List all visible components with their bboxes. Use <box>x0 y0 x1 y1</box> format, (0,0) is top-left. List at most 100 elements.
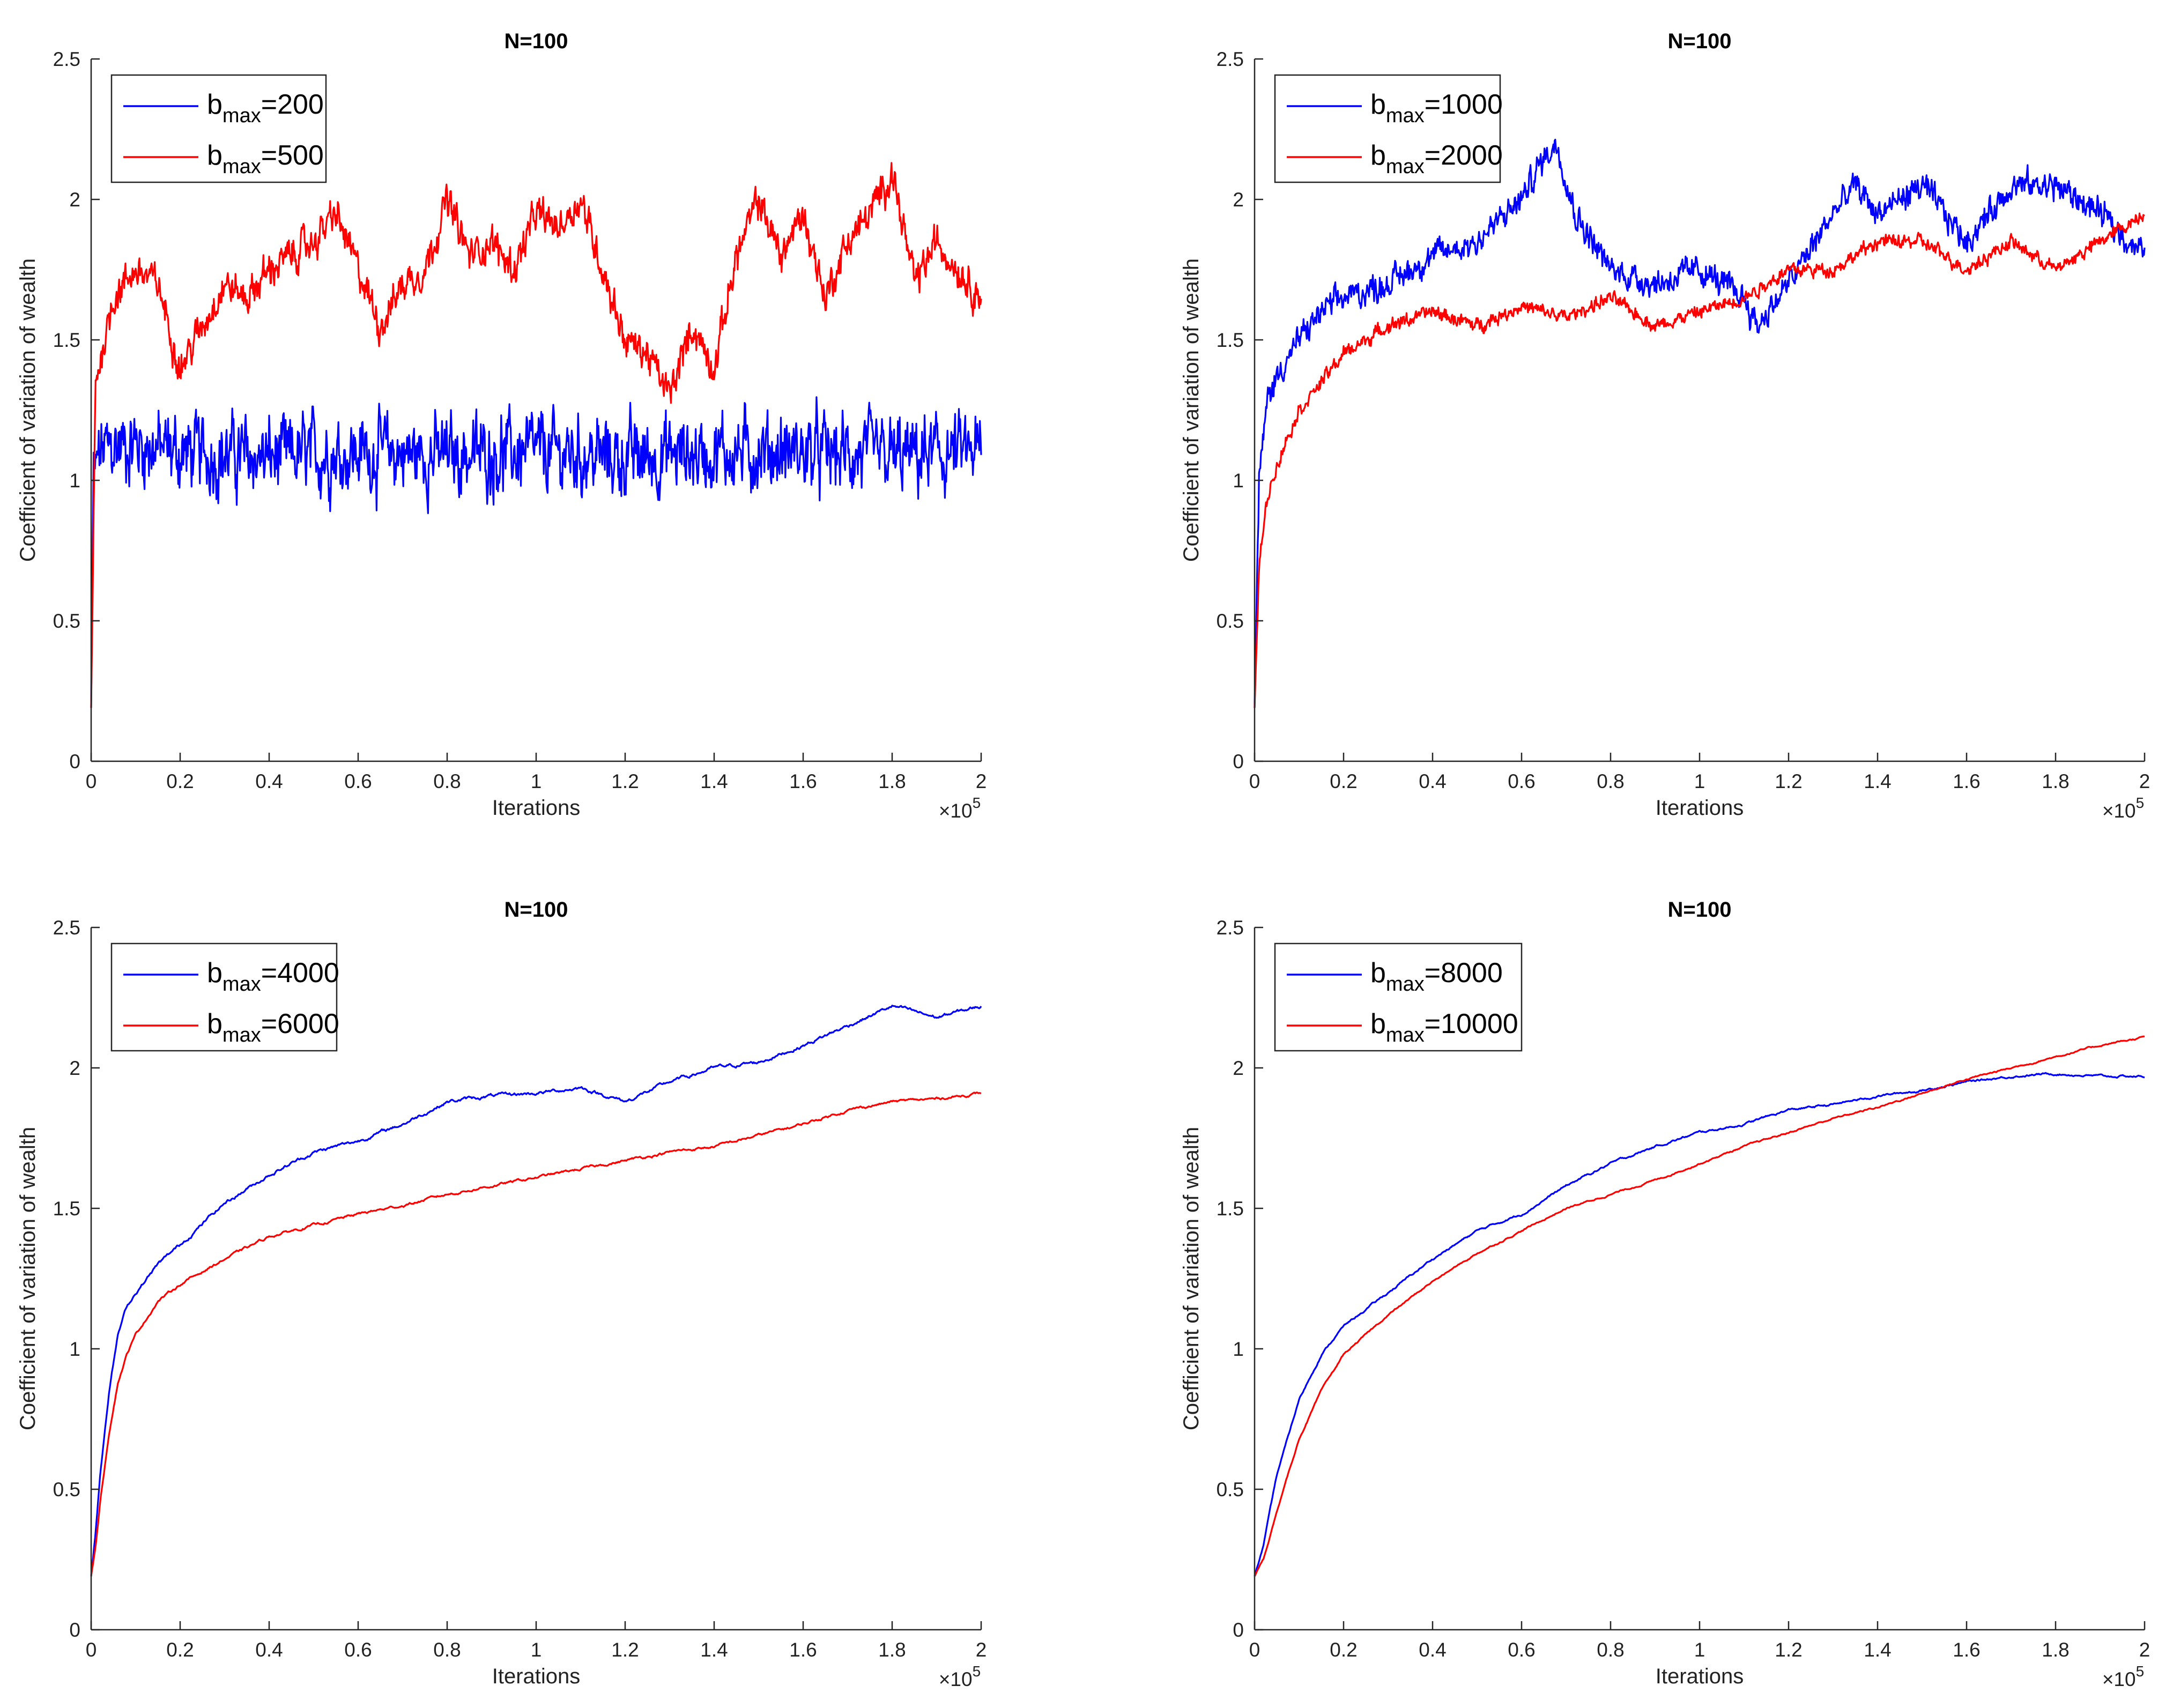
y-tick-label: 1.5 <box>53 1198 80 1220</box>
x-tick-label: 1.6 <box>1953 1639 1980 1661</box>
x-tick-label: 1.2 <box>1775 1639 1802 1661</box>
y-tick-label: 1.5 <box>53 329 80 351</box>
series-line-bmax-1000 <box>1254 138 2146 708</box>
x-tick-label: 1 <box>531 770 542 792</box>
series-line-bmax-200 <box>90 396 982 708</box>
y-tick-label: 1.5 <box>1217 329 1244 351</box>
y-tick-label: 1.5 <box>1217 1198 1244 1220</box>
legend-name: b <box>207 89 223 120</box>
chart-panel-4: N=100 0 0.2 0.4 0.6 0.8 1 1.2 1.4 1.6 1.8 2 0 0.5 1 1.5… <box>1180 898 2150 1690</box>
x-tick-label: 0.4 <box>1419 770 1446 792</box>
series-line-bmax-8000 <box>1254 1072 2145 1577</box>
legend-subscript: max <box>223 105 261 127</box>
y-tick-label: 0 <box>69 751 80 773</box>
x-tick-label: 0.6 <box>344 770 372 792</box>
x-tick-label: 1.4 <box>700 1639 728 1661</box>
legend-entry-label: bmax=1000 <box>1370 89 1503 127</box>
series-line-bmax-2000 <box>1254 212 2145 708</box>
x-axis-multiplier: ×105 <box>939 1663 981 1690</box>
x-axis-multiplier: ×105 <box>939 794 981 822</box>
legend-name: b <box>207 140 223 171</box>
x-tick-label: 1.8 <box>2042 1639 2069 1661</box>
x-axis-label: Iterations <box>1656 1665 1744 1688</box>
legend-name: b <box>1370 957 1386 989</box>
x-tick-label: 1 <box>531 1639 542 1661</box>
x-tick-label: 2 <box>2139 1639 2150 1661</box>
y-tick-label: 2 <box>1233 189 1244 211</box>
x-multiplier-exponent: 5 <box>2136 1663 2145 1680</box>
x-tick-label: 0 <box>1249 1639 1260 1661</box>
x-multiplier-base: ×10 <box>2102 1668 2136 1690</box>
series-line-bmax-500 <box>90 162 982 708</box>
y-tick-label: 2.5 <box>1217 48 1244 70</box>
chart-panel-2: N=100 0 0.2 0.4 0.6 0.8 1 1.2 1.4 1.6 1.8 2 0 0.5 1 1.5… <box>1180 29 2150 822</box>
legend-subscript: max <box>1386 1024 1425 1046</box>
legend-entry-label: bmax=200 <box>207 89 324 127</box>
legend-name: b <box>207 957 223 989</box>
y-tick-label: 0.5 <box>1217 610 1244 632</box>
series-line-bmax-4000 <box>90 1005 982 1577</box>
x-tick-label: 1.2 <box>611 1639 639 1661</box>
x-tick-label: 0 <box>86 770 97 792</box>
x-tick-label: 1.6 <box>789 770 817 792</box>
x-tick-label: 0.2 <box>166 770 194 792</box>
y-tick-label: 0 <box>1233 1619 1244 1641</box>
legend-subscript: max <box>223 973 261 996</box>
legend-name: b <box>207 1008 223 1039</box>
chart-title: N=100 <box>1668 29 1732 53</box>
legend-subscript: max <box>1386 105 1425 127</box>
x-tick-label: 1.2 <box>611 770 639 792</box>
legend: b max =8000 bmax=10000 <box>1274 942 1523 1052</box>
x-tick-label: 1.8 <box>878 770 906 792</box>
y-tick-label: 2.5 <box>53 917 80 939</box>
x-tick-label: 0.8 <box>1597 1639 1624 1661</box>
x-tick-label: 1.6 <box>1953 770 1980 792</box>
y-tick-label: 1 <box>1233 470 1244 492</box>
chart-title: N=100 <box>505 29 568 53</box>
legend-entry-label: bmax=2000 <box>1370 140 1503 178</box>
x-tick-label: 0.4 <box>255 1639 283 1661</box>
legend-suffix: =2000 <box>1425 140 1503 171</box>
x-axis-label: Iterations <box>492 796 581 820</box>
x-tick-label: 1.8 <box>878 1639 906 1661</box>
y-tick-label: 2 <box>69 1057 80 1079</box>
x-tick-label: 2 <box>2139 770 2150 792</box>
chart-title: N=100 <box>1668 898 1732 922</box>
x-tick-label: 0.6 <box>1508 1639 1535 1661</box>
x-tick-label: 1.4 <box>1864 1639 1891 1661</box>
y-tick-label: 1 <box>69 470 80 492</box>
y-axis-label: Coefficient of variation of wealth <box>1180 258 1203 562</box>
x-tick-label: 0.4 <box>255 770 283 792</box>
y-tick-label: 2 <box>69 189 80 211</box>
y-axis-label: Coefficient of variation of wealth <box>16 258 40 562</box>
legend-box <box>1274 74 1501 183</box>
legend-entry-label: bmax=10000 <box>1370 1008 1518 1046</box>
x-axis-multiplier: ×105 <box>2102 1663 2144 1690</box>
y-tick-label: 0 <box>69 1619 80 1641</box>
legend-suffix: =8000 <box>1425 957 1503 989</box>
legend-entry-label: bmax=500 <box>207 140 324 178</box>
x-tick-label: 1.8 <box>2042 770 2069 792</box>
y-tick-label: 0 <box>1233 751 1244 773</box>
x-tick-label: 2 <box>976 770 987 792</box>
legend-suffix: =1000 <box>1425 89 1503 120</box>
x-tick-label: 1 <box>1694 1639 1705 1661</box>
chart-panel-3: N=100 0 0.2 0.4 0.6 0.8 1 1.2 1.4 1.6 1.8 2 0 0.5 1 1.5… <box>16 898 987 1690</box>
x-tick-label: 0 <box>86 1639 97 1661</box>
x-tick-label: 0.4 <box>1419 1639 1446 1661</box>
x-multiplier-exponent: 5 <box>973 1663 981 1680</box>
legend-box <box>110 942 338 1052</box>
y-tick-label: 0.5 <box>53 610 80 632</box>
x-tick-label: 0.2 <box>166 1639 194 1661</box>
x-tick-label: 0 <box>1249 770 1260 792</box>
legend-suffix: =10000 <box>1425 1008 1518 1039</box>
legend-name: b <box>1370 89 1386 120</box>
legend-suffix: =500 <box>261 140 324 171</box>
y-tick-label: 0.5 <box>1217 1479 1244 1501</box>
legend-suffix: =6000 <box>261 1008 339 1039</box>
x-multiplier-exponent: 5 <box>973 794 981 811</box>
x-tick-label: 0.2 <box>1330 770 1357 792</box>
